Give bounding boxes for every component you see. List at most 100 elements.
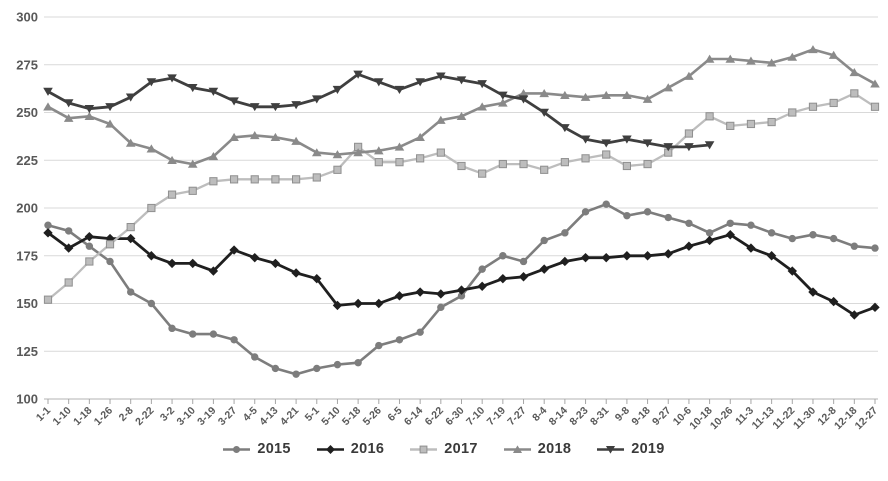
plot-area: 300 275 250 225 200 175 150 125 1001-11-101-181-… bbox=[16, 10, 881, 433]
series-2016-point bbox=[188, 258, 198, 269]
series-2015-point bbox=[209, 330, 218, 338]
series-2018-point bbox=[43, 102, 53, 111]
series-2017-point bbox=[457, 161, 466, 171]
x-tick-label: 11-13 bbox=[750, 405, 777, 432]
series-2018-point bbox=[518, 89, 529, 98]
series-2019-point bbox=[291, 101, 301, 110]
series-2016-point bbox=[291, 268, 301, 278]
series-2017-point bbox=[271, 175, 280, 184]
x-tick-label: 8-4 bbox=[530, 405, 549, 424]
x-tick-label: 12-27 bbox=[853, 405, 881, 433]
series-2018-point bbox=[415, 132, 425, 142]
series-2016-point bbox=[353, 298, 363, 309]
series-2015-point bbox=[499, 252, 507, 260]
x-tick-label: 7-19 bbox=[485, 405, 508, 428]
y-tick-label: 225 bbox=[16, 153, 38, 168]
series-2015-point bbox=[581, 208, 590, 216]
series-2017-point bbox=[829, 98, 838, 108]
series-2018-point bbox=[436, 115, 446, 124]
series-2019-point bbox=[477, 80, 487, 89]
series-2017-point bbox=[684, 129, 694, 138]
series-2019-point bbox=[270, 103, 281, 112]
series-2015-point bbox=[395, 336, 404, 344]
series-2017-point bbox=[540, 165, 549, 174]
series-2018-point bbox=[374, 146, 384, 155]
series-2019-point bbox=[415, 78, 425, 87]
x-tick-label: 7-27 bbox=[505, 405, 528, 428]
series-2019-point bbox=[456, 76, 467, 85]
series-2017-point bbox=[85, 257, 94, 266]
series-2019-point bbox=[560, 124, 570, 133]
series-2016-point bbox=[63, 243, 74, 253]
series-2017-point bbox=[560, 158, 569, 167]
x-tick-label: 8-14 bbox=[547, 405, 570, 428]
series-2015-point bbox=[540, 236, 548, 245]
x-tick-label: 11-30 bbox=[791, 405, 818, 432]
legend-label: 2016 bbox=[350, 441, 385, 457]
series-2019-point bbox=[518, 95, 529, 104]
legend-swatch-shape bbox=[512, 444, 522, 453]
series-2018-point bbox=[725, 54, 736, 63]
series-2017-point bbox=[292, 175, 301, 184]
legend-item-2016: 2016 bbox=[316, 441, 385, 457]
series-2018-point bbox=[291, 136, 301, 145]
series-2018-point bbox=[167, 155, 177, 164]
x-tick-label: 6-14 bbox=[402, 405, 425, 428]
y-tick-label: 250 bbox=[16, 105, 38, 120]
series-2016-point bbox=[477, 281, 487, 292]
series-2016 bbox=[43, 228, 880, 320]
series-2019-point bbox=[601, 139, 612, 148]
series-2017-point bbox=[64, 278, 73, 287]
series-2015-point bbox=[705, 229, 714, 237]
series-2018-point bbox=[208, 152, 219, 161]
series-2015-point bbox=[643, 208, 652, 216]
series-2017-point bbox=[250, 175, 259, 184]
x-tick-label: 6-5 bbox=[385, 405, 404, 424]
gridlines bbox=[44, 16, 878, 400]
x-tick-label: 9-27 bbox=[650, 405, 673, 428]
series-2017-point bbox=[188, 186, 197, 195]
series-2019-point bbox=[105, 103, 115, 112]
series-2018-point bbox=[498, 98, 508, 107]
series-2016-point bbox=[394, 291, 405, 301]
series-2017-point bbox=[105, 240, 115, 249]
legend-swatch-shape bbox=[606, 445, 616, 454]
series-2015-point bbox=[457, 292, 466, 300]
series-2015-point bbox=[64, 227, 73, 235]
x-tick-label: 1-10 bbox=[50, 405, 73, 428]
x-tick-label: 3-2 bbox=[158, 405, 177, 424]
series-2017-point bbox=[643, 159, 652, 169]
x-tick-label: 6-30 bbox=[443, 405, 466, 428]
y-tick-label: 125 bbox=[16, 344, 38, 359]
series-2016-point bbox=[849, 310, 860, 320]
series-2018-point bbox=[84, 111, 95, 121]
series-2018-point bbox=[249, 131, 260, 140]
series-2019-point bbox=[84, 104, 95, 114]
series-2019-point bbox=[208, 87, 219, 96]
series-2015-point bbox=[333, 360, 342, 369]
series-2017-point bbox=[312, 173, 321, 182]
series-2016-point bbox=[870, 302, 880, 313]
series-2016-point bbox=[560, 256, 570, 267]
series-2018-point bbox=[560, 90, 570, 100]
series-2018 bbox=[43, 45, 880, 168]
series-2017-point bbox=[478, 169, 487, 178]
x-tick-label: 10-18 bbox=[687, 405, 715, 433]
y-tick-label: 100 bbox=[16, 392, 38, 407]
series-2019-point bbox=[539, 108, 549, 117]
series-2018-point bbox=[808, 45, 818, 54]
legend-item-2015: 2015 bbox=[223, 441, 290, 457]
series-2016-point bbox=[43, 228, 53, 238]
series-2017-point bbox=[870, 102, 880, 111]
series-2017-point bbox=[229, 175, 239, 184]
series-2015-point bbox=[251, 353, 259, 361]
x-tick-label: 3-27 bbox=[216, 405, 239, 428]
series-2018-point bbox=[394, 142, 405, 151]
series-2015-point bbox=[871, 244, 879, 252]
x-tick-label: 5-1 bbox=[303, 405, 322, 424]
series-2018-point bbox=[146, 144, 157, 153]
series-2019-point bbox=[704, 141, 715, 150]
y-tick-label: 300 bbox=[16, 10, 38, 25]
series-2017-point bbox=[436, 148, 445, 157]
series-2018-point bbox=[849, 67, 860, 77]
